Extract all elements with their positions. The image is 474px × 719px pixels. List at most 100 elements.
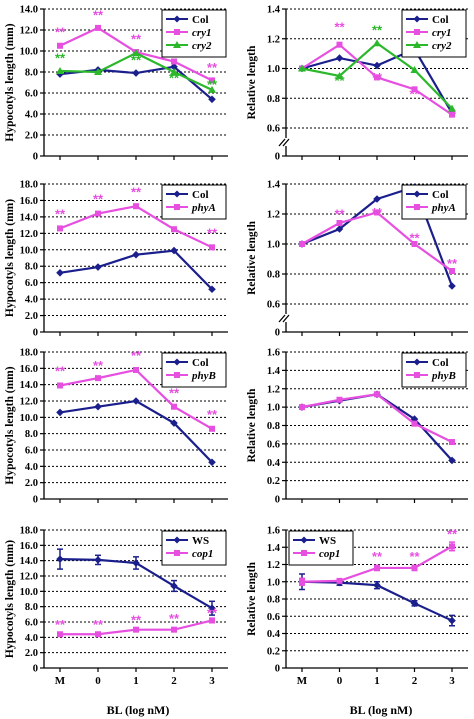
y-tick-label: 1.2	[267, 560, 280, 571]
data-point-diamond	[448, 616, 456, 625]
data-point-square	[133, 626, 139, 633]
legend-label: Col	[432, 14, 449, 26]
y-tick-label: 1.4	[267, 5, 281, 16]
legend-label: Col	[432, 189, 449, 201]
data-point-diamond	[170, 246, 178, 255]
legend-marker	[413, 15, 421, 23]
legend-label: WS	[319, 535, 336, 547]
chart-panel-4: 0 0.6 0.8 1.0 1.2 1.4 Relative length ** ** ** ** C…	[246, 180, 468, 339]
legend-box	[161, 352, 227, 388]
series-phyB	[57, 366, 215, 432]
x-tick-label: M	[297, 675, 308, 687]
data-point-square	[133, 203, 139, 210]
y-tick-label: 1.0	[267, 577, 280, 588]
y-axis-title: Hypocotyls length (mm)	[4, 540, 16, 658]
y-tick-label: 1.2	[267, 210, 280, 221]
series-phyB	[299, 391, 455, 446]
data-point-square	[374, 209, 380, 216]
legend-label: phyB	[191, 370, 216, 382]
data-point-square	[411, 86, 418, 93]
chart-panel-5: 0 2.0 4.0 6.0 8.0 10.0 12.0 14.0 16.0 18.0 Hypocot…	[4, 348, 228, 506]
data-point-square	[57, 225, 63, 232]
significance-label: **	[447, 256, 458, 271]
series-WS	[56, 548, 216, 616]
significance-label: **	[207, 407, 218, 422]
y-tick-label: 16.0	[20, 364, 38, 375]
x-tick-label: 3	[209, 675, 215, 687]
significance-label: **	[131, 53, 142, 68]
data-point-triangle	[410, 65, 419, 73]
y-tick-label: 6.0	[25, 618, 38, 629]
y-axis-title: Relative length	[246, 388, 258, 462]
y-tick-label: 18.0	[20, 526, 38, 537]
significance-label: **	[372, 549, 383, 564]
data-point-diamond	[208, 604, 216, 612]
chart-panel-1: 0 2.0 4.0 6.0 8.0 10.0 12.0 14.0 Hypocotyls leng…	[4, 5, 228, 163]
significance-label: **	[207, 77, 218, 92]
legend-marker	[174, 372, 180, 378]
data-point-diamond	[132, 69, 140, 77]
y-tick-label: 0.8	[267, 421, 280, 432]
y-tick-label: 14.0	[20, 212, 38, 223]
y-tick-label: 0	[33, 328, 38, 339]
legend-marker	[173, 15, 181, 23]
data-point-square	[209, 77, 215, 84]
data-point-square	[171, 226, 177, 233]
series-line	[59, 399, 213, 464]
data-point-diamond	[448, 282, 456, 290]
significance-label: **	[55, 51, 66, 66]
legend-marker	[414, 372, 420, 378]
legend-marker	[173, 358, 181, 366]
data-point-triangle	[94, 68, 102, 75]
significance-label: **	[55, 364, 66, 379]
significance-label: **	[93, 192, 104, 207]
data-point-triangle	[170, 68, 178, 75]
chart-panel-8: 0 0.2 0.4 0.6 0.8 1.0 1.2 1.4 1.6 M 0 1 2 3 Relative l…	[246, 526, 468, 687]
y-tick-label: 4.0	[25, 633, 38, 644]
data-point-diamond	[56, 408, 64, 417]
legend-label: cop1	[319, 548, 340, 560]
data-point-square	[374, 391, 380, 398]
series-cop1	[299, 541, 455, 586]
data-point-diamond	[170, 419, 178, 427]
x-tick-label: M	[55, 675, 66, 687]
legend-marker	[413, 190, 421, 198]
y-tick-label: 0	[275, 328, 280, 339]
y-tick-label: 14.0	[20, 556, 38, 567]
data-point-square	[209, 244, 215, 251]
y-tick-label: 18.0	[20, 348, 38, 359]
x-axis-title-left: BL (log nM)	[107, 703, 170, 717]
legend-box	[161, 9, 227, 58]
significance-label: **	[131, 348, 142, 363]
y-tick-label: 1.0	[267, 240, 280, 251]
y-tick-label: 0.6	[267, 612, 280, 623]
y-tick-label: 1.4	[267, 543, 281, 554]
significance-label: **	[372, 205, 383, 220]
series-Col	[56, 397, 216, 467]
series-phyA	[57, 203, 215, 251]
legend-label: cry1	[432, 27, 452, 39]
chart-panel-7: 0 2.0 4.0 6.0 8.0 10.0 12.0 14.0 16.0 18.0 M 0 1 2 3 Hy…	[4, 526, 228, 687]
y-tick-label: 0.6	[267, 124, 280, 135]
y-tick-label: 1.4	[267, 366, 281, 377]
legend-label: cop1	[192, 548, 213, 560]
data-point-square	[299, 241, 305, 247]
legend-label: phyA	[431, 202, 456, 214]
data-point-diamond	[373, 61, 381, 70]
legend-marker	[414, 204, 420, 210]
axis-break-mark	[278, 138, 286, 147]
significance-label: **	[207, 605, 218, 620]
series-Col	[56, 246, 216, 294]
data-point-diamond	[94, 556, 102, 564]
data-point-diamond	[373, 195, 381, 203]
y-tick-label: 2.0	[25, 311, 38, 322]
legend-box	[161, 184, 227, 220]
data-point-diamond	[170, 62, 178, 71]
legend-label: Col	[192, 357, 209, 369]
y-axis-title: Hypocotyls length (mm)	[4, 23, 16, 141]
data-point-triangle	[56, 66, 64, 74]
